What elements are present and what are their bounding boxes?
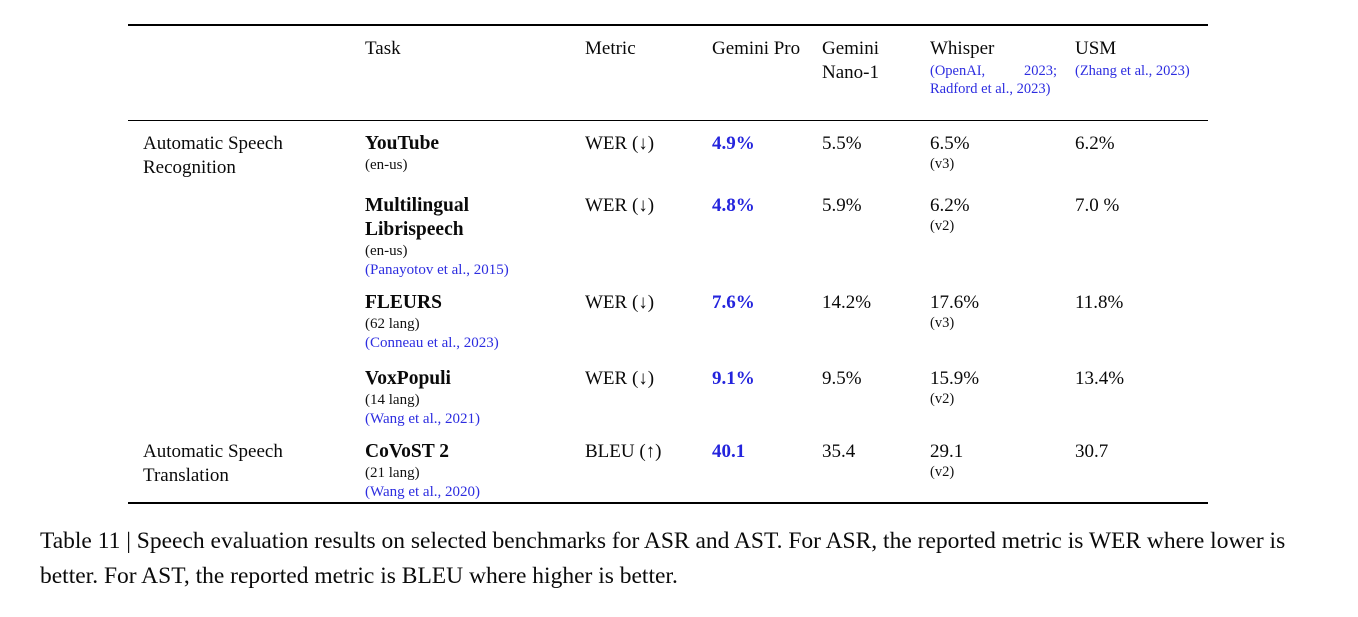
value-whisper: 6.2% (v2) — [930, 183, 1075, 235]
task-cell: FLEURS (62 lang) (Conneau et al., 2023) — [365, 280, 585, 353]
group-label — [143, 356, 365, 367]
citation-link[interactable]: (OpenAI, 2023; Radford et al., 2023) — [930, 63, 1057, 97]
value-gemini-nano: 9.5% — [822, 368, 862, 389]
value-usm: 11.8% — [1075, 292, 1124, 313]
task-cell: CoVoST 2 (21 lang) (Wang et al., 2020) — [365, 429, 585, 502]
metric-cell: WER (↓) — [585, 368, 655, 389]
value-usm: 13.4% — [1075, 368, 1125, 389]
table-row: FLEURS (62 lang) (Conneau et al., 2023) … — [128, 280, 1208, 356]
metric-cell: BLEU (↑) — [585, 441, 662, 462]
value-whisper: 29.1 (v2) — [930, 429, 1075, 481]
metric-cell: WER (↓) — [585, 292, 655, 313]
group-label — [143, 183, 365, 194]
table-row: Multilingual Librispeech (en-us) (Panayo… — [128, 183, 1208, 280]
value-gemini-pro: 40.1 — [712, 441, 746, 462]
whisper-value: 29.1 — [930, 441, 964, 462]
value-usm: 30.7 — [1075, 441, 1109, 462]
value-whisper: 17.6% (v3) — [930, 280, 1075, 332]
table-row: Automatic Speech Recognition YouTube (en… — [128, 121, 1208, 183]
task-name: VoxPopuli — [365, 368, 451, 389]
group-label: Automatic Speech Translation — [143, 441, 283, 486]
task-name: CoVoST 2 — [365, 441, 449, 462]
value-gemini-nano: 14.2% — [822, 292, 872, 313]
header-task: Task — [365, 38, 401, 59]
metric-cell: WER (↓) — [585, 195, 655, 216]
whisper-value: 6.5% — [930, 133, 970, 154]
header-gemini-nano: Gemini Nano-1 — [822, 38, 879, 83]
table-row: VoxPopuli (14 lang) (Wang et al., 2021) … — [128, 356, 1208, 429]
header-whisper-name: Whisper — [930, 38, 995, 59]
citation-link[interactable]: (Wang et al., 2021) — [365, 411, 481, 427]
whisper-value: 6.2% — [930, 195, 970, 216]
value-gemini-pro: 4.8% — [712, 195, 755, 216]
table-header-row: Task Metric Gemini Pro Gemini Nano-1 Whi… — [128, 26, 1208, 121]
citation-link[interactable]: (Conneau et al., 2023) — [365, 335, 499, 351]
header-metric: Metric — [585, 38, 636, 59]
value-whisper: 15.9% (v2) — [930, 356, 1075, 408]
task-note: (21 lang) — [365, 465, 420, 481]
group-label: Automatic Speech Recognition — [143, 133, 283, 178]
value-gemini-pro: 4.9% — [712, 133, 755, 154]
value-gemini-nano: 5.9% — [822, 195, 862, 216]
task-note: (en-us) — [365, 157, 408, 173]
whisper-version-note: (v2) — [930, 464, 955, 480]
speech-results-table: Task Metric Gemini Pro Gemini Nano-1 Whi… — [128, 24, 1208, 504]
value-gemini-nano: 35.4 — [822, 441, 856, 462]
value-usm: 7.0 % — [1075, 195, 1120, 216]
group-label — [143, 280, 365, 291]
citation-link[interactable]: (Zhang et al., 2023) — [1075, 63, 1190, 79]
whisper-version-note: (v2) — [930, 391, 955, 407]
header-usm-name: USM — [1075, 38, 1117, 59]
table-caption: Table 11 | Speech evaluation results on … — [40, 528, 1286, 589]
value-gemini-nano: 5.5% — [822, 133, 862, 154]
whisper-version-note: (v3) — [930, 156, 955, 172]
value-gemini-pro: 9.1% — [712, 368, 755, 389]
whisper-version-note: (v2) — [930, 218, 955, 234]
task-cell: Multilingual Librispeech (en-us) (Panayo… — [365, 183, 585, 280]
table-row: Automatic Speech Translation CoVoST 2 (2… — [128, 429, 1208, 502]
citation-link[interactable]: (Panayotov et al., 2015) — [365, 262, 509, 278]
header-group-spacer — [143, 26, 365, 37]
header-whisper: Whisper (OpenAI, 2023; Radford et al., 2… — [930, 26, 1075, 98]
task-note: (en-us) — [365, 243, 408, 259]
header-gemini-pro: Gemini Pro — [712, 38, 801, 59]
task-note: (62 lang) — [365, 316, 420, 332]
task-name: YouTube — [365, 133, 440, 154]
task-name: FLEURS — [365, 292, 442, 313]
value-usm: 6.2% — [1075, 133, 1115, 154]
header-usm: USM (Zhang et al., 2023) — [1075, 26, 1208, 80]
citation-link[interactable]: (Wang et al., 2020) — [365, 484, 481, 500]
task-cell: YouTube (en-us) — [365, 121, 585, 175]
task-name: Multilingual Librispeech — [365, 195, 470, 240]
whisper-value: 15.9% — [930, 368, 980, 389]
metric-cell: WER (↓) — [585, 133, 655, 154]
value-gemini-pro: 7.6% — [712, 292, 755, 313]
whisper-value: 17.6% — [930, 292, 980, 313]
task-note: (14 lang) — [365, 392, 420, 408]
task-cell: VoxPopuli (14 lang) (Wang et al., 2021) — [365, 356, 585, 429]
value-whisper: 6.5% (v3) — [930, 121, 1075, 173]
whisper-version-note: (v3) — [930, 315, 955, 331]
